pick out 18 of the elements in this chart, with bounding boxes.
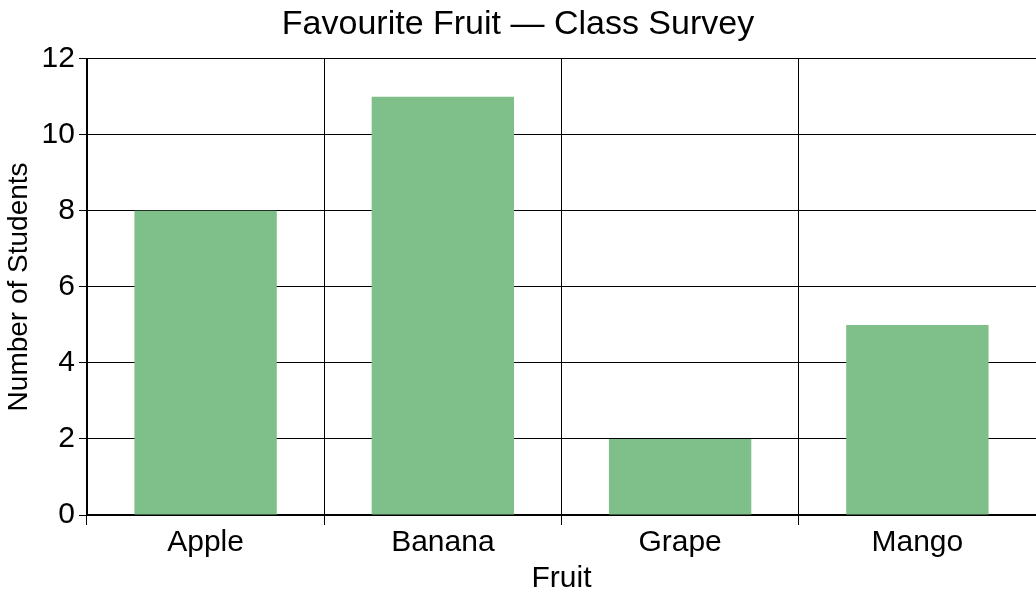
y-tick-label: 10 — [41, 116, 75, 150]
bar — [846, 324, 989, 515]
x-axis-title: Fruit — [531, 560, 593, 594]
x-tick-label: Grape — [638, 524, 722, 558]
x-tick-label: Mango — [871, 524, 964, 558]
bar — [371, 96, 515, 515]
y-tick-label: 12 — [41, 40, 75, 74]
y-tick-label: 4 — [58, 344, 75, 378]
bar — [134, 210, 277, 515]
y-tick-label: 0 — [58, 496, 75, 530]
y-tick-label: 6 — [58, 268, 75, 302]
y-tick-label: 2 — [58, 420, 75, 454]
y-axis-title: Number of Students — [1, 162, 33, 412]
x-tick-label: Banana — [391, 524, 495, 558]
chart-title: Favourite Fruit — Class Survey — [281, 2, 755, 41]
x-tick-label: Apple — [167, 524, 244, 558]
bar — [608, 438, 752, 515]
y-tick-label: 8 — [58, 192, 75, 226]
